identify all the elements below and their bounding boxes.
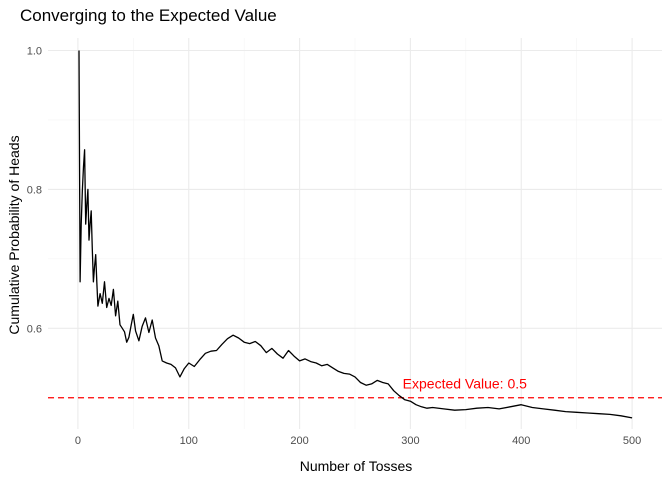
y-tick-label: 0.8: [27, 184, 42, 196]
tick-labels: 0 100 200 300 400 500 0.6 0.8 1.0: [27, 46, 642, 447]
x-tick-label: 0: [75, 435, 81, 447]
series-layer: [78, 50, 633, 419]
x-tick-label: 100: [180, 435, 198, 447]
x-tick-label: 300: [401, 435, 419, 447]
expected-value-annotation: Expected Value: 0.5: [403, 376, 527, 392]
x-tick-label: 400: [512, 435, 530, 447]
y-axis-title: Cumulative Probability of Heads: [6, 135, 22, 334]
x-tick-label: 500: [623, 435, 641, 447]
y-tick-label: 1.0: [27, 46, 42, 58]
x-tick-label: 200: [290, 435, 308, 447]
chart-title: Converging to the Expected Value: [20, 6, 277, 25]
y-tick-label: 0.6: [27, 323, 42, 335]
grid: [48, 38, 662, 429]
cumulative-probability-line: [78, 50, 633, 419]
x-axis-title: Number of Tosses: [300, 458, 413, 474]
